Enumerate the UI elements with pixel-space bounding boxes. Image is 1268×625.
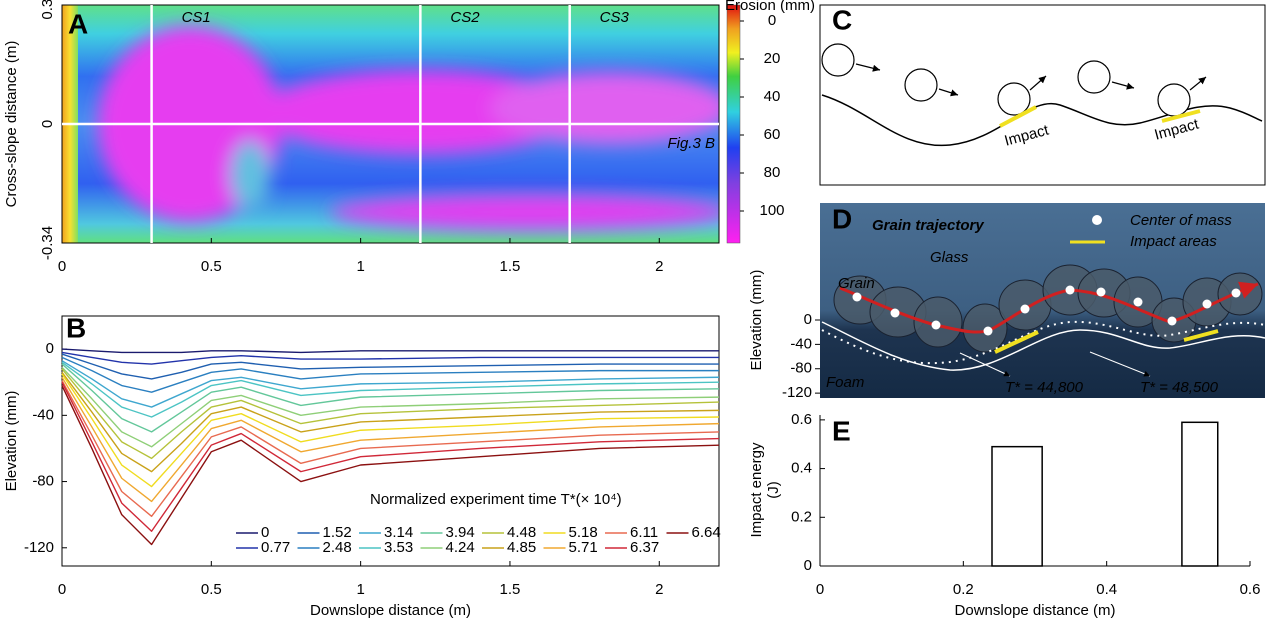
legend-label: 4.85 [507,539,536,556]
x-tick-label: 0 [58,581,66,598]
y-axis-label: (J) [765,481,782,499]
x-tick-label: 0 [58,258,66,275]
x-tick-label: 1.5 [500,258,521,275]
annotation: T* = 44,800 [1005,379,1084,396]
annotation: Normalized experiment time T*(× 10⁴) [370,491,622,508]
series-line [61,373,720,488]
y-tick-label: 0 [804,311,812,328]
legend-label: 3.14 [384,524,413,541]
photo-d [820,203,1266,398]
y-tick-label: -40 [32,406,54,423]
legend-label: 4.24 [446,539,475,556]
section-label: CS2 [450,9,480,26]
y-tick-label: 0.6 [791,411,812,428]
legend-label: Center of mass [1130,212,1232,229]
series-line [61,366,720,448]
y-tick-label: -80 [790,360,812,377]
x-tick-label: 0 [816,581,824,598]
panel-label: C [832,4,852,35]
panel-label: B [66,312,86,343]
x-tick-label: 0.4 [1096,581,1117,598]
y-tick-label: 0.4 [791,460,812,477]
series-line [61,385,720,546]
x-tick-label: 2 [655,258,663,275]
series-line [61,363,720,433]
colorbar-tick-label: 20 [764,50,781,67]
y-tick-label: 0.2 [791,508,812,525]
legend-label: 3.53 [384,539,413,556]
series-line [61,360,720,408]
annotation: Foam [826,374,864,391]
annotation: Grain [838,275,875,292]
x-tick-label: 2 [655,581,663,598]
legend-label: Impact areas [1130,233,1217,250]
x-tick-label: 0.6 [1240,581,1261,598]
annotation: T* = 48,500 [1140,379,1219,396]
series-line [61,353,719,380]
series-line [61,356,719,393]
section-label: CS1 [182,9,211,26]
y-tick-label: -80 [32,473,54,490]
y-tick-label: 0 [46,340,54,357]
y-tick-label: -120 [782,384,812,401]
x-tick-label: 1 [356,581,364,598]
y-tick-label: 0 [39,120,56,128]
x-tick-label: 0.2 [953,581,974,598]
colorbar [726,4,741,244]
y-tick-label: 0 [804,557,812,574]
legend-label: 4.48 [507,524,536,541]
legend-label: 2.48 [323,539,352,556]
section-label: CS3 [600,9,630,26]
x-axis-label: Downslope distance (m) [310,602,471,619]
annotation: Glass [930,249,969,266]
colorbar-tick-label: 0 [768,12,776,29]
y-tick-label: -40 [790,335,812,352]
legend-label: 6.64 [692,524,721,541]
y-tick-label: -0.34 [39,226,56,260]
legend-label: 5.71 [569,539,598,556]
colorbar-label: Erosion (mm) [725,0,815,14]
series-line [61,361,720,418]
series-line [61,376,720,503]
panel-label: A [68,8,88,39]
plot-frame [61,315,720,567]
y-axis-label: Elevation (mm) [748,270,765,371]
legend-label: 3.94 [446,524,475,541]
panel-label: E [832,415,851,446]
legend-label: 0.77 [261,539,290,556]
x-tick-label: 1 [356,258,364,275]
x-tick-label: 0.5 [201,581,222,598]
legend-label: 6.11 [630,524,658,541]
legend-label: 5.18 [569,524,598,541]
legend-label: 1.52 [323,524,352,541]
panel-label: D [832,203,852,234]
series-line [61,368,720,460]
x-tick-label: 0.5 [201,258,222,275]
legend-label: 0 [261,524,269,541]
diagram-c [819,4,1266,186]
bar [1181,421,1219,567]
profile-label: Fig.3 B [667,135,715,152]
series-line [61,380,720,518]
colorbar-tick-label: 80 [764,164,781,181]
x-tick-label: 1.5 [500,581,521,598]
y-axis-label: Impact energy [748,442,765,538]
series-line [61,348,719,354]
y-tick-label: 0.34 [39,0,56,20]
series-line [61,351,719,365]
colorbar-tick-label: 40 [764,88,781,105]
x-axis-label: Downslope distance (m) [955,602,1116,619]
colorbar-tick-label: 60 [764,126,781,143]
y-axis-label: Cross-slope distance (m) [3,41,20,208]
colorbar-tick-label: 100 [759,202,784,219]
series-line [61,371,720,473]
series-line [61,381,720,532]
trajectory-label: Grain trajectory [872,217,984,234]
y-tick-label: -120 [24,539,54,556]
bar [991,445,1043,567]
legend-label: 6.37 [630,539,659,556]
y-axis-label: Elevation (mm) [3,391,20,492]
